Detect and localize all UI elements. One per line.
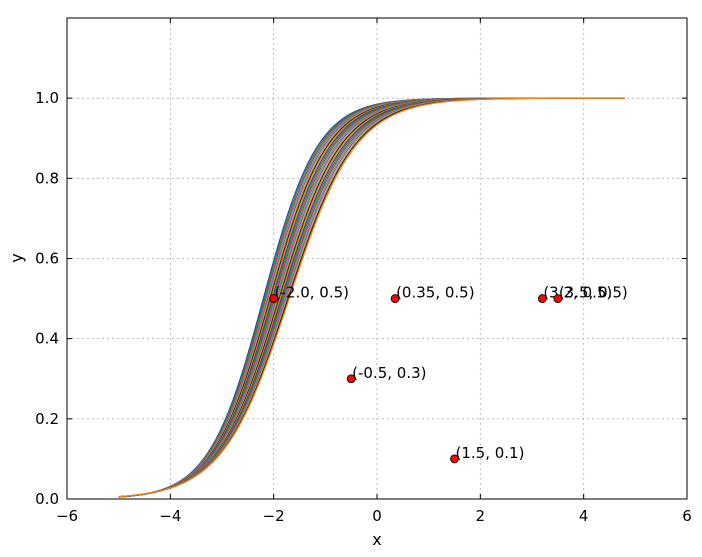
point-annotation: (1.5, 0.1) [456,444,525,462]
x-tick-label: 0 [372,507,382,525]
y-axis-title: y [7,253,26,262]
x-axis-title: x [372,530,381,549]
data-point [553,294,563,303]
y-tick-label: 0.8 [35,169,59,187]
data-point [450,454,459,464]
y-tick-label: 0.6 [35,250,59,268]
point-annotation: (-0.5, 0.3) [352,364,426,382]
data-points: (-2.0, 0.5) (0.35, 0.5) (3.2, 0.5)(3.5, 0.… [269,284,628,464]
y-tick-label: 0.0 [35,490,59,508]
data-point [269,294,279,303]
point-annotation: (0.35, 0.5) [396,284,475,302]
x-tick-label: 4 [579,507,589,525]
axis-ticks: −6 −4 −2 0 2 4 6 0.0 0.2 0.4 0.6 0.8 1.0 [35,18,692,525]
y-tick-label: 0.4 [35,330,59,348]
point-annotation: (-2.0, 0.5) [275,284,349,302]
data-point [346,374,356,384]
x-tick-label: −2 [263,507,285,525]
y-tick-label: 1.0 [35,89,59,107]
data-point [537,294,547,303]
x-tick-label: 2 [476,507,486,525]
x-tick-label: 6 [682,507,692,525]
point-annotation: (3.5, 0.5) [559,284,628,302]
sigmoid-curves [118,97,626,498]
sigmoid-curve [118,97,626,498]
data-point [390,294,400,303]
y-tick-label: 0.2 [35,410,59,428]
x-tick-label: −6 [56,507,78,525]
x-tick-label: −4 [159,507,181,525]
